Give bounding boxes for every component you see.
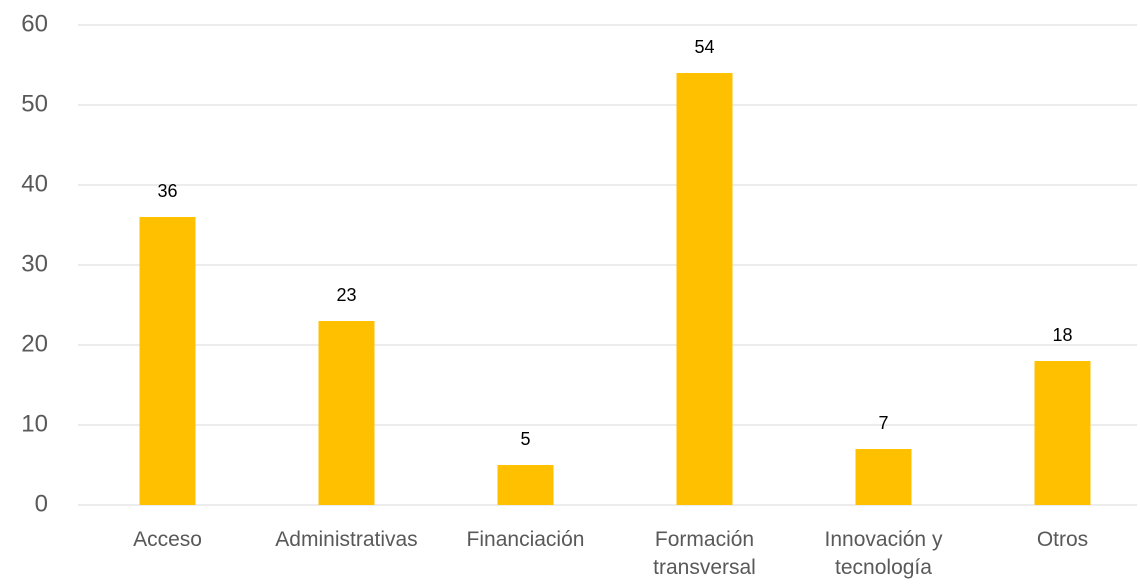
x-tick-label: Otros (1036, 528, 1089, 551)
data-label: 36 (157, 181, 177, 201)
data-label: 54 (694, 37, 714, 57)
data-label: 23 (336, 285, 356, 305)
bar (676, 73, 733, 505)
x-tick-label: Administrativas (275, 528, 418, 551)
bar (497, 465, 554, 505)
x-tick-label: Formación transversal (653, 528, 756, 579)
bar (318, 321, 375, 505)
bar (855, 449, 912, 505)
y-tick-label: 60 (21, 10, 48, 37)
bar (139, 217, 196, 505)
bar (1034, 361, 1091, 505)
data-label: 7 (878, 413, 888, 433)
data-label: 18 (1052, 325, 1072, 345)
y-tick-label: 30 (21, 250, 48, 277)
y-tick-label: 50 (21, 90, 48, 117)
y-tick-label: 10 (21, 410, 48, 437)
y-tick-label: 20 (21, 330, 48, 357)
x-tick-label: Innovación y tecnología (824, 528, 943, 579)
data-label: 5 (520, 429, 530, 449)
x-tick-label: Acceso (133, 528, 202, 551)
y-tick-label: 40 (21, 170, 48, 197)
x-tick-label: Financiación (466, 528, 585, 551)
y-tick-label: 0 (35, 490, 48, 517)
